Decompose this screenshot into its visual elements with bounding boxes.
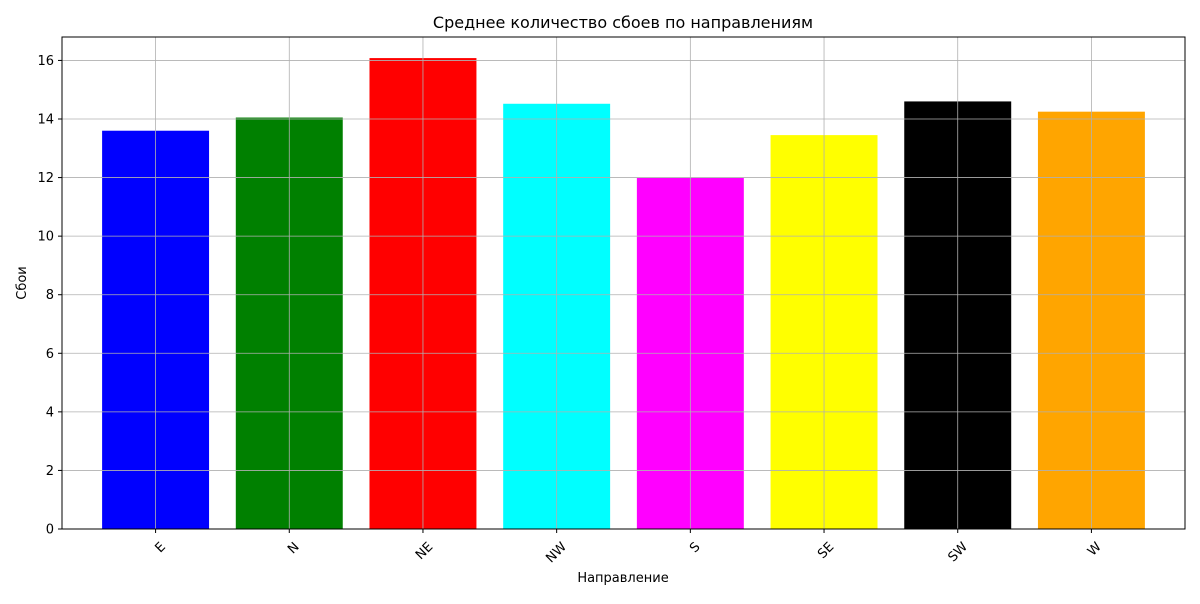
bars — [102, 58, 1145, 530]
x-tick-label: SE — [815, 540, 837, 562]
x-tick-label: NW — [543, 540, 570, 567]
chart-title: Среднее количество сбоев по направлениям — [433, 13, 813, 32]
y-tick-label: 2 — [46, 464, 54, 479]
x-axis-label: Направление — [577, 571, 668, 586]
x-tick-label: S — [687, 540, 703, 556]
y-tick-label: 6 — [46, 347, 54, 362]
y-axis-label: Сбои — [15, 266, 30, 300]
y-tick-label: 0 — [46, 523, 54, 538]
y-tick-label: 14 — [37, 113, 54, 128]
x-tick-label: SW — [945, 540, 971, 566]
y-tick-label: 12 — [37, 171, 54, 186]
y-tick-label: 4 — [46, 405, 54, 420]
y-tick-label: 8 — [46, 288, 54, 303]
plot-frame — [61, 36, 1186, 530]
y-tick-label: 10 — [37, 230, 54, 245]
x-tick-label: N — [285, 540, 302, 557]
x-tick-label: E — [152, 540, 168, 556]
grid — [62, 37, 1185, 530]
x-tick-label: W — [1085, 540, 1105, 560]
y-tick-label: 16 — [37, 54, 54, 69]
x-tick-label: NE — [413, 540, 436, 563]
axes: 0 2 4 6 8 10 12 14 16 E N NE NW S SE SW W — [37, 36, 1186, 567]
